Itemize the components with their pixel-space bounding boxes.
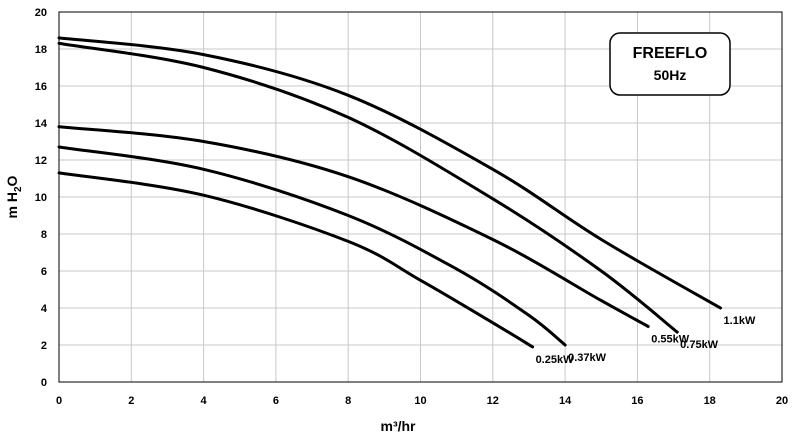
svg-text:m H2O: m H2O: [4, 175, 24, 218]
title-line-2: 50Hz: [654, 67, 687, 83]
title-line-1: FREEFLO: [633, 45, 708, 62]
title-box: FREEFLO 50Hz: [609, 32, 731, 96]
series-label-0-37kw: 0.37kW: [568, 352, 607, 364]
plot-frame: [58, 11, 783, 383]
series-line-0-37kw: [57, 145, 567, 347]
x-axis-label: m³/hr: [381, 418, 417, 434]
series-label-0-55kw: 0.55kW: [651, 334, 690, 346]
y-tick-label: 0: [41, 377, 47, 389]
y-tick-label: 18: [35, 44, 47, 56]
series-label-1-1kw: 1.1kW: [724, 315, 756, 327]
x-tick-label: 0: [56, 395, 62, 407]
y-tick-labels: 0 2 4 6 8 10 12 14 16 18 20: [35, 7, 48, 389]
x-tick-label: 8: [345, 395, 351, 407]
series-label-0-75kw: 0.75kW: [680, 339, 719, 351]
x-tick-label: 6: [273, 395, 279, 407]
x-tick-label: 20: [776, 395, 788, 407]
x-tick-labels: 0 2 4 6 8 10 12 14 16 18 20: [56, 395, 788, 407]
y-tick-label: 16: [35, 81, 47, 93]
series-line-0-55kw: [57, 125, 650, 328]
y-tick-label: 20: [35, 7, 47, 19]
x-tick-label: 12: [487, 395, 499, 407]
y-tick-label: 2: [41, 340, 47, 352]
x-tick-label: 14: [559, 395, 572, 407]
x-tick-label: 4: [201, 395, 208, 407]
y-tick-label: 14: [35, 118, 48, 130]
series-line-1-1kw: [57, 36, 722, 310]
y-tick-label: 12: [35, 155, 47, 167]
y-tick-label: 8: [41, 229, 47, 241]
series-label-0-25kw: 0.25kW: [536, 354, 575, 366]
y-axis-label-subscript: 2: [13, 186, 24, 192]
y-tick-label: 10: [35, 192, 47, 204]
y-axis-label: m H2O: [4, 175, 24, 218]
x-tick-label: 18: [704, 395, 716, 407]
series-line-0-25kw: [57, 171, 535, 349]
title-box-frame: [609, 32, 731, 96]
x-tick-label: 2: [128, 395, 134, 407]
x-tick-label: 16: [631, 395, 643, 407]
y-tick-label: 4: [41, 303, 48, 315]
y-tick-label: 6: [41, 266, 47, 278]
series-line-0-75kw: [57, 41, 679, 334]
y-axis-label-prefix: m H: [4, 192, 20, 218]
x-tick-label: 10: [414, 395, 426, 407]
y-axis-label-suffix: O: [4, 175, 20, 186]
series-curves: [57, 36, 722, 349]
